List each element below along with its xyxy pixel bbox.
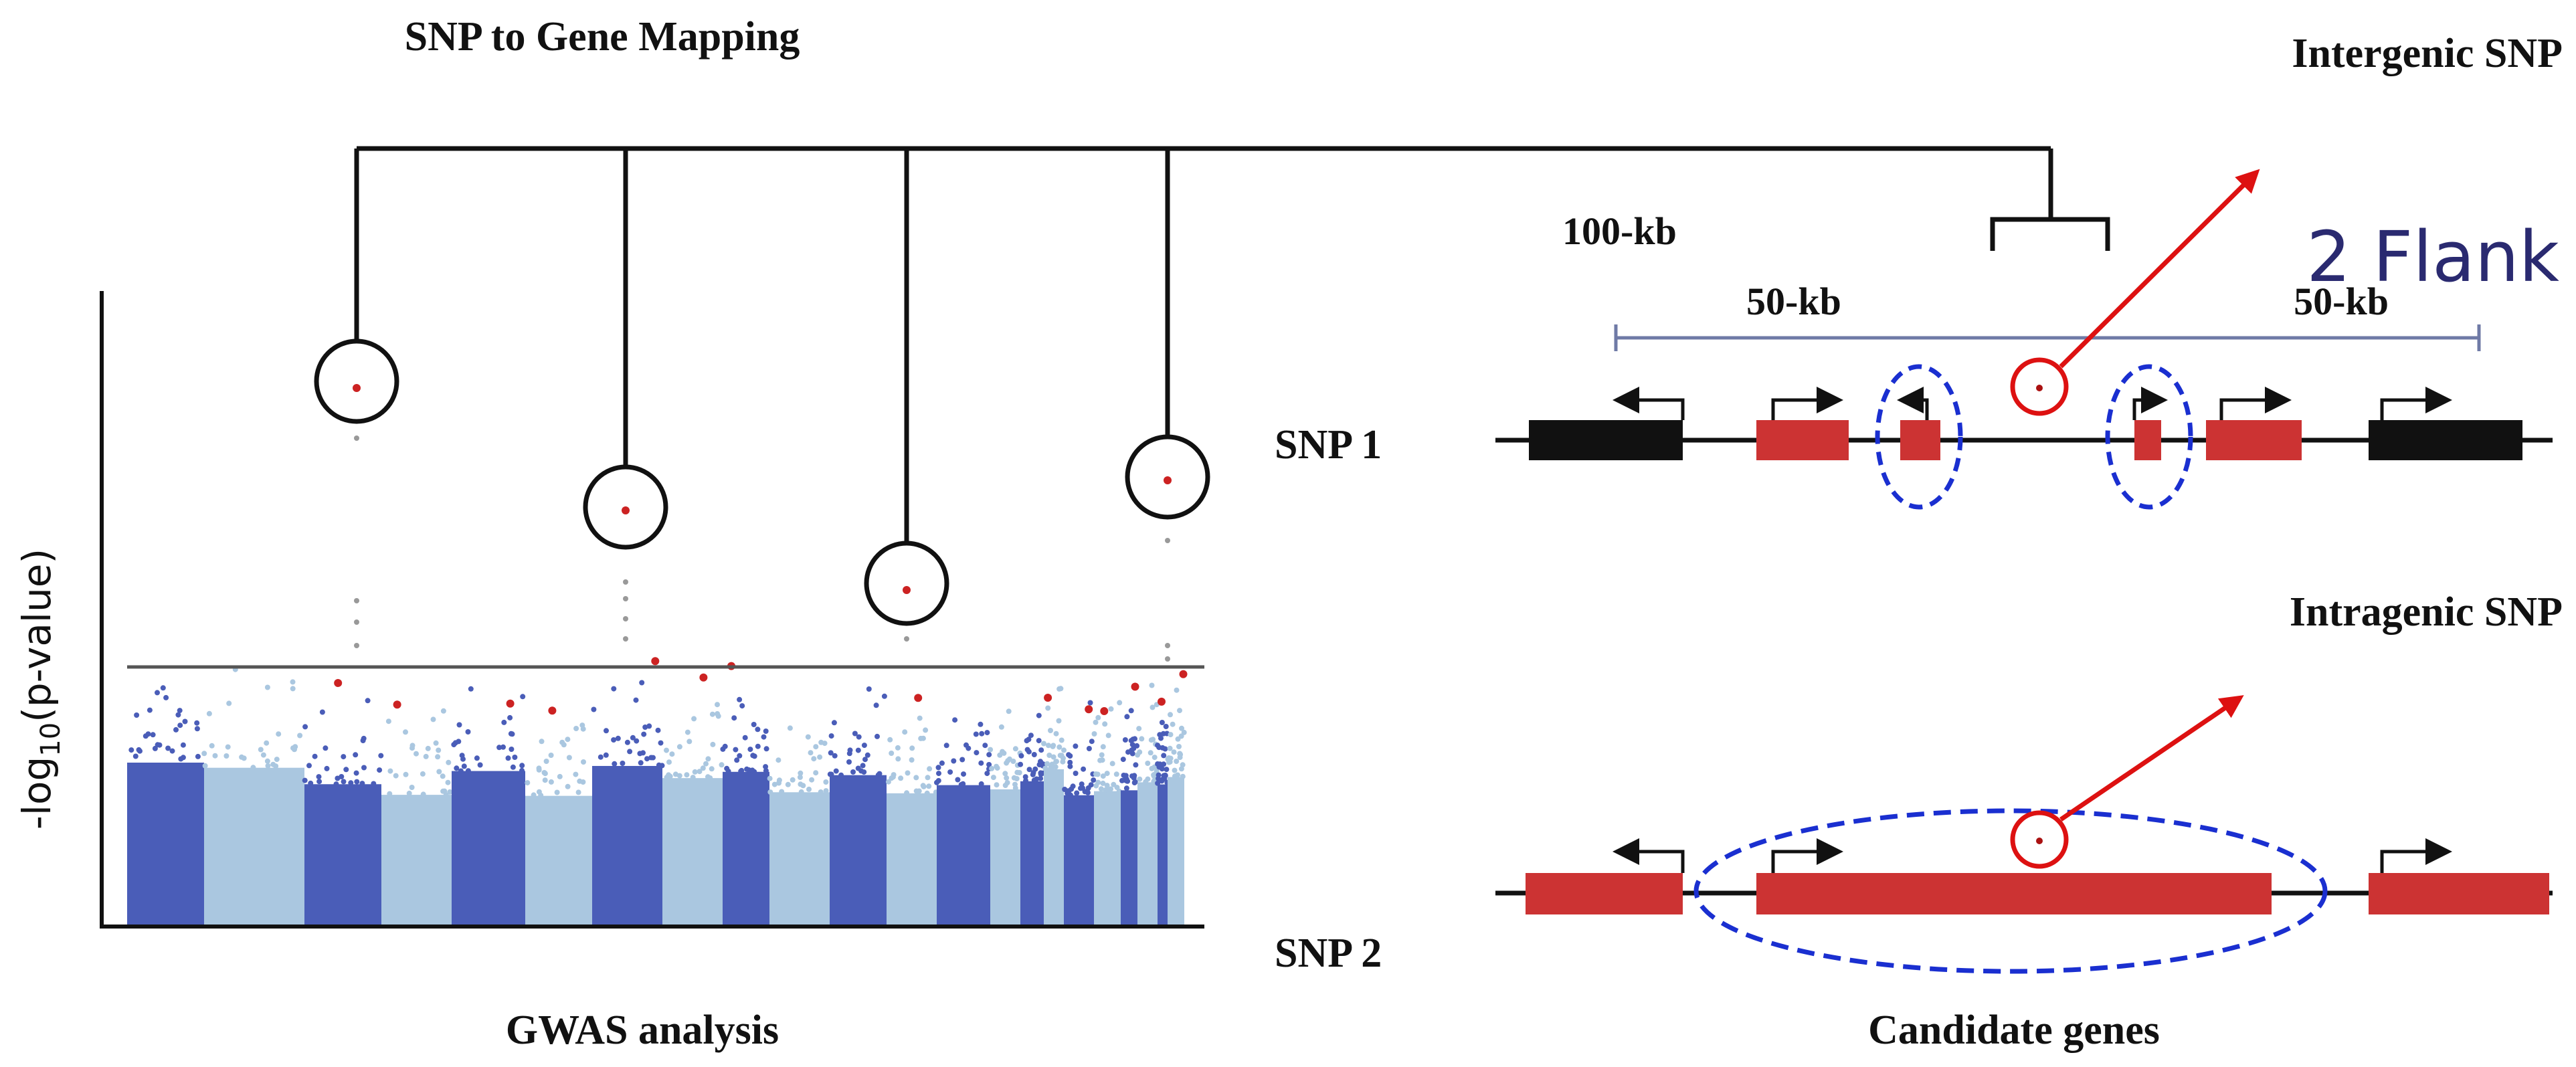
snp2-marker-dot xyxy=(2036,838,2043,844)
mapping-bracket xyxy=(354,146,2110,543)
candidate-genes-caption: Candidate genes xyxy=(1868,1007,2160,1053)
peak-point xyxy=(1164,476,1172,484)
snp1-marker-dot xyxy=(2036,385,2043,391)
flank-right-label: 50-kb xyxy=(2294,280,2389,323)
snp2-marker-circle xyxy=(2010,810,2069,869)
gene-red xyxy=(2206,420,2302,460)
gene-red xyxy=(1526,873,1683,914)
y-axis-label: -log10(p-value) xyxy=(14,549,66,830)
peak-points xyxy=(353,384,1172,662)
gwas-caption: GWAS analysis xyxy=(506,1007,779,1053)
diagram-title: SNP to Gene Mapping xyxy=(405,14,800,60)
candidate-gene-ellipse xyxy=(2105,364,2193,510)
peak-highlight-circle xyxy=(864,541,949,626)
peak-highlight-circle xyxy=(314,338,399,424)
manhattan-plot xyxy=(127,657,1188,925)
gene-black xyxy=(2369,420,2522,460)
snp2-pointer-arrow xyxy=(2059,695,2244,821)
snp1-marker-circle xyxy=(2010,357,2069,416)
snp2-label: SNP 2 xyxy=(1275,931,1382,976)
gene-black xyxy=(1529,420,1683,460)
flank-total-label: 100-kb xyxy=(1562,209,1677,253)
snp1-label: SNP 1 xyxy=(1275,422,1382,468)
gene-red xyxy=(2134,420,2161,460)
snp1-pointer-arrow xyxy=(2059,169,2260,369)
flank-title: 2 Flank xyxy=(2306,216,2559,298)
peak-point xyxy=(353,384,361,392)
gene-red xyxy=(1756,420,1849,460)
intergenic-snp-title: Intergenic SNP xyxy=(2292,31,2563,76)
intragenic-snp-title: Intragenic SNP xyxy=(2290,589,2563,635)
tss-arrows xyxy=(1613,838,2452,873)
gene-red xyxy=(1756,873,2272,914)
gene-red xyxy=(1900,420,1940,460)
candidate-gene-ellipse xyxy=(1875,364,1963,510)
peak-point xyxy=(903,586,911,594)
flank-left-label: 50-kb xyxy=(1746,280,1841,323)
tss-arrows xyxy=(1613,387,2452,420)
peak-point xyxy=(622,506,630,514)
gene-red xyxy=(2369,873,2549,914)
candidate-gene-ellipse xyxy=(1693,808,2328,974)
